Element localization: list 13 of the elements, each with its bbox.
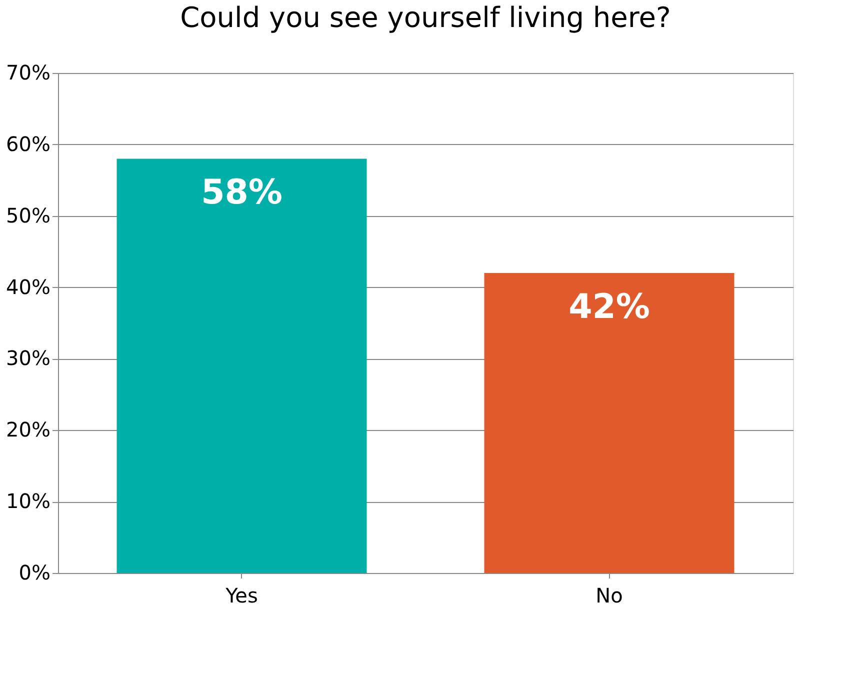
y-tick-label: 70% [6, 60, 50, 84]
y-tick-label: 60% [6, 132, 50, 156]
y-tick-label: 0% [18, 560, 50, 584]
y-tick-label: 30% [6, 346, 50, 370]
y-tick-label: 20% [6, 418, 50, 442]
y-tick-label: 40% [6, 274, 50, 299]
data-label: 58% [201, 172, 282, 213]
data-label: 42% [568, 287, 650, 327]
y-tick-label: 50% [6, 203, 50, 228]
chart-title: Could you see yourself living here? [180, 1, 671, 34]
y-tick-label: 10% [6, 489, 50, 514]
x-tick-label: Yes [224, 584, 258, 608]
x-tick-label: No [596, 584, 623, 608]
